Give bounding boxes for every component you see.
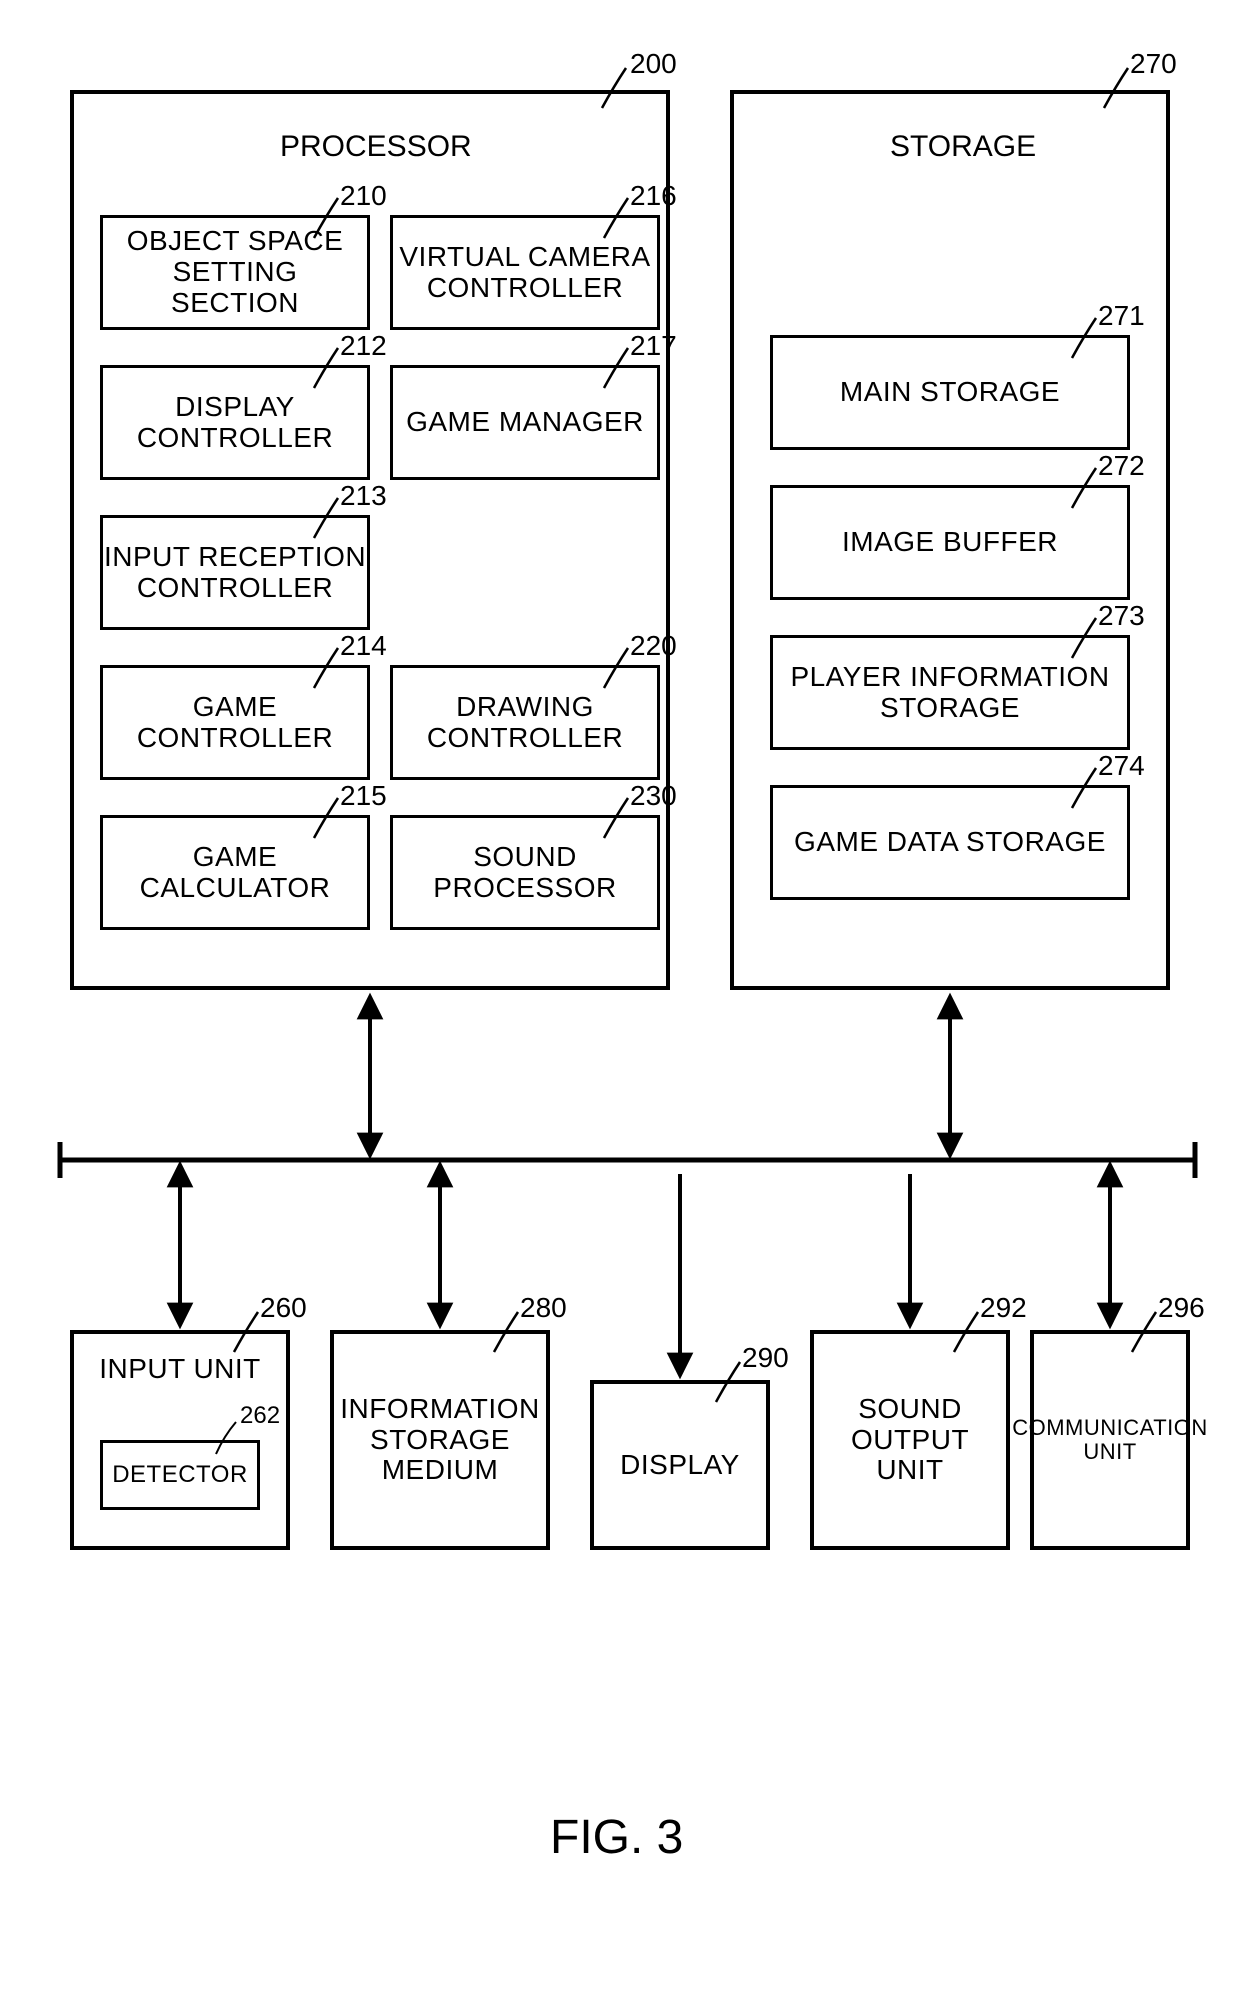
display-block: DISPLAY [590, 1380, 770, 1550]
diagram-root: PROCESSOR 200 OBJECT SPACE SETTING SECTI… [30, 30, 1210, 1950]
leader-280 [492, 1310, 520, 1354]
leader-296 [1130, 1310, 1158, 1354]
leader-262 [214, 1420, 238, 1456]
input-unit-ref: 260 [260, 1292, 307, 1324]
info-medium-ref: 280 [520, 1292, 567, 1324]
info-medium-block: INFORMATION STORAGE MEDIUM [330, 1330, 550, 1550]
display-ref: 290 [742, 1342, 789, 1374]
detector-ref: 262 [240, 1402, 280, 1430]
leader-290 [714, 1360, 742, 1404]
leader-260 [232, 1310, 260, 1354]
sound-output-block: SOUND OUTPUT UNIT [810, 1330, 1010, 1550]
communication-ref: 296 [1158, 1292, 1205, 1324]
communication-block: COMMUNICATION UNIT [1030, 1330, 1190, 1550]
figure-caption: FIG. 3 [550, 1810, 683, 1865]
sound-output-ref: 292 [980, 1292, 1027, 1324]
leader-292 [952, 1310, 980, 1354]
